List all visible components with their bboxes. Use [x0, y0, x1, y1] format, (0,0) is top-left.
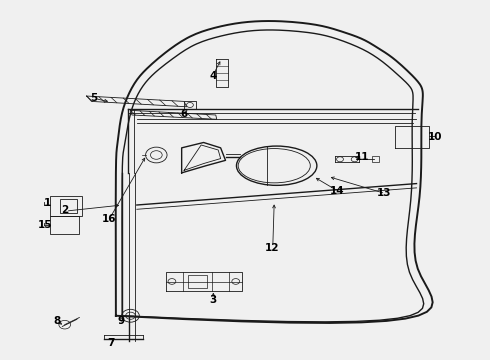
Text: 3: 3 — [210, 295, 217, 305]
Text: 9: 9 — [117, 316, 124, 326]
Text: 5: 5 — [90, 93, 98, 103]
Text: 13: 13 — [377, 188, 391, 198]
Text: 2: 2 — [61, 205, 68, 215]
Text: 16: 16 — [101, 214, 116, 224]
Text: 14: 14 — [330, 186, 345, 196]
Text: 4: 4 — [210, 71, 217, 81]
Text: 7: 7 — [107, 338, 115, 347]
Text: 8: 8 — [54, 316, 61, 326]
Text: 15: 15 — [38, 220, 52, 230]
Text: 12: 12 — [265, 243, 279, 253]
Text: 1: 1 — [44, 198, 51, 208]
Text: 10: 10 — [428, 132, 442, 142]
Text: 6: 6 — [180, 109, 188, 119]
Text: 11: 11 — [355, 152, 369, 162]
